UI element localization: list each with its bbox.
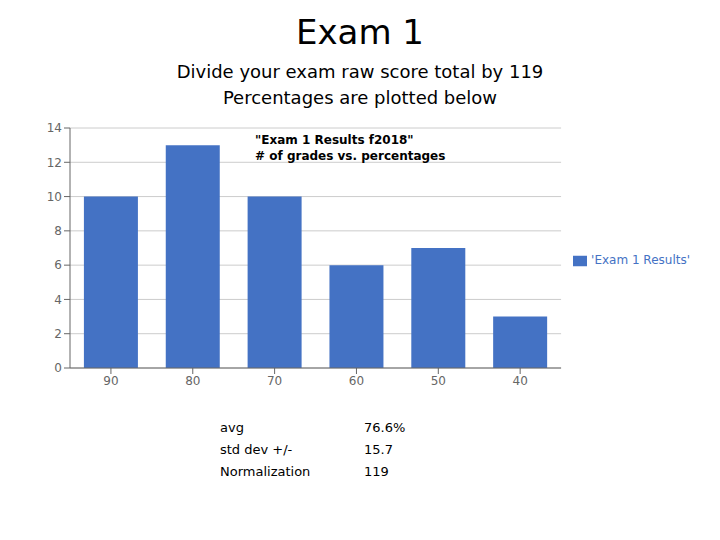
html-text:avg: avg [220, 420, 244, 435]
svg-text:2: 2 [54, 327, 62, 341]
html-text:15.7: 15.7 [364, 442, 393, 457]
html-text:std dev +/-: std dev +/- [220, 442, 293, 457]
html-text:Exam 1: Exam 1 [296, 12, 424, 52]
html-text:Divide your exam raw score tot: Divide your exam raw score total by 119 [176, 61, 544, 82]
svg-text:40: 40 [513, 374, 528, 388]
html-text:Percentages are plotted below: Percentages are plotted below [222, 87, 498, 108]
html-text:76.6%: 76.6% [364, 420, 406, 435]
svg-text:60: 60 [349, 374, 364, 388]
svg-text:14: 14 [47, 121, 62, 135]
html-text:119: 119 [364, 464, 389, 479]
svg-text:50: 50 [431, 374, 446, 388]
svg-text:70: 70 [267, 374, 282, 388]
html-text:"Exam 1 Results f2018": "Exam 1 Results f2018" [255, 133, 414, 147]
svg-text:6: 6 [54, 258, 62, 272]
html-text:Normalization: Normalization [220, 464, 311, 479]
svg-text:90: 90 [103, 374, 118, 388]
svg-text:12: 12 [47, 156, 62, 170]
svg-text:4: 4 [54, 293, 62, 307]
svg-text:8: 8 [54, 224, 62, 238]
html-text:'Exam 1 Results': 'Exam 1 Results' [591, 253, 690, 268]
html-text:# of grades vs. percentages: # of grades vs. percentages [255, 149, 446, 163]
svg-text:0: 0 [54, 361, 62, 375]
svg-text:10: 10 [47, 190, 62, 204]
svg-text:80: 80 [185, 374, 200, 388]
